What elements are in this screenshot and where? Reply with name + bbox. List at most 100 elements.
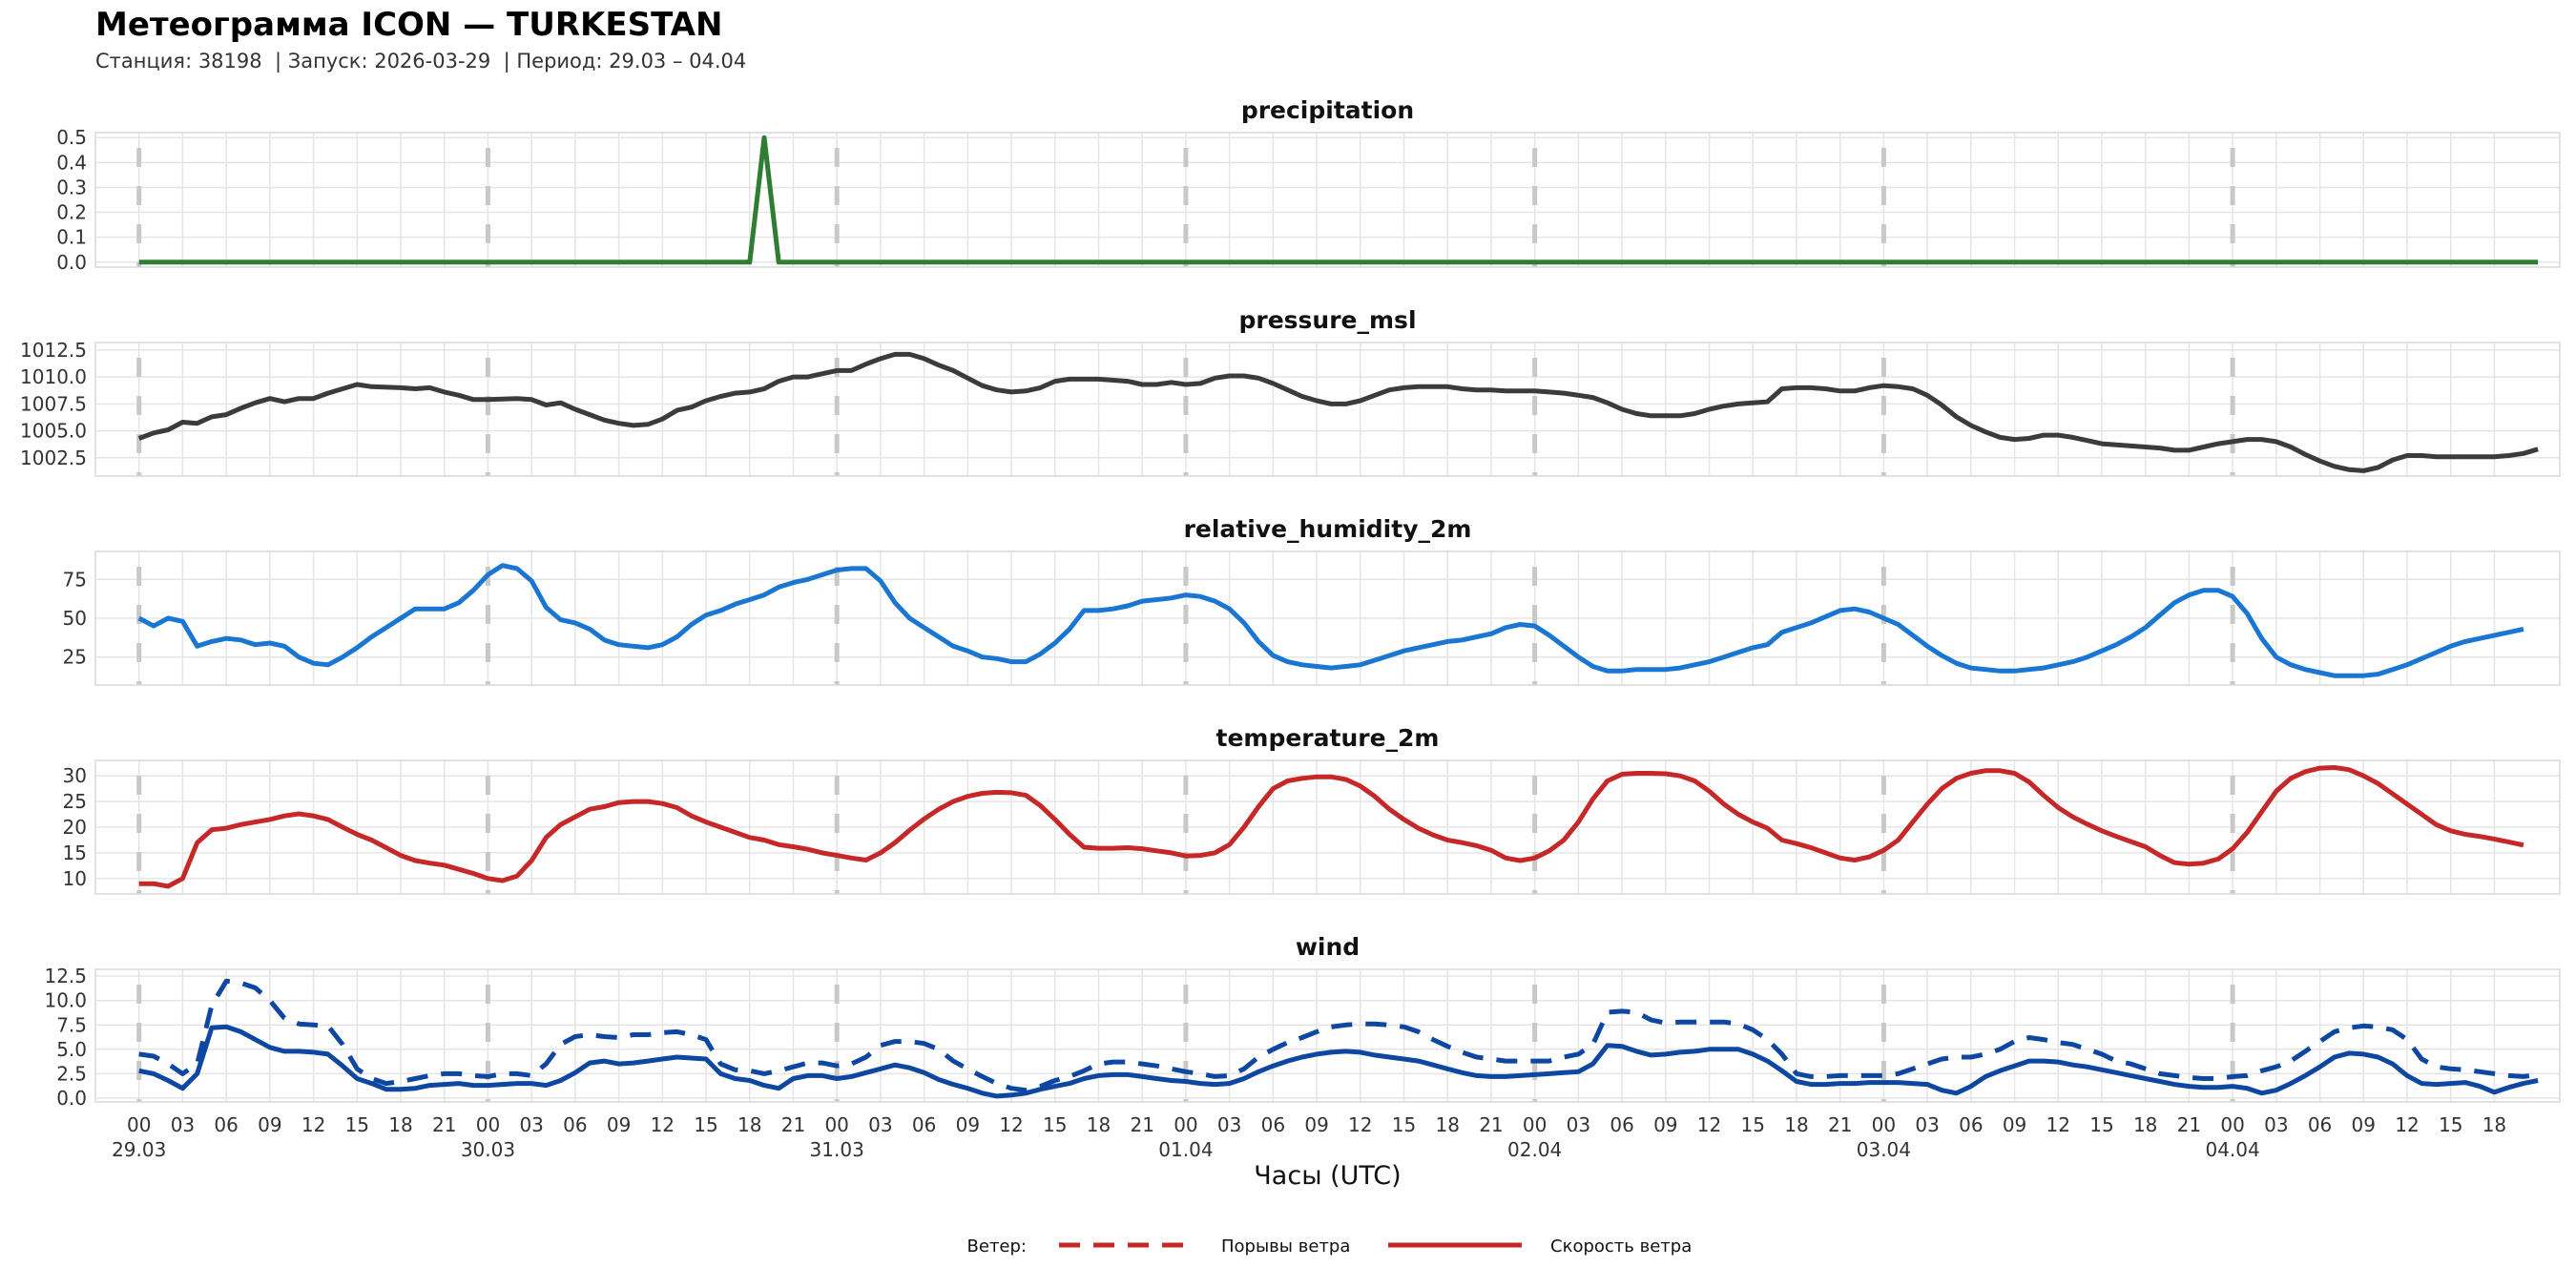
series-line-precipitation [138,135,2539,265]
y-tick-label: 25 [63,790,87,813]
x-tick-label: 12 [1348,1113,1372,1136]
y-tick-label: 10 [63,867,87,890]
panel-frame [94,342,2561,477]
y-tick-label: 25 [63,646,87,669]
y-tick-label: 20 [63,816,87,839]
chart-subtitle: Станция: 38198 | Запуск: 2026-03-29 | Пе… [95,50,746,73]
x-tick-label: 18 [1784,1113,1808,1136]
x-day-label: 31.03 [810,1138,864,1161]
x-tick-label: 12 [651,1113,675,1136]
panel-title-temperature-2m: temperature_2m [1216,724,1440,752]
y-tick-label: 0.3 [56,176,87,198]
x-tick-label: 15 [1741,1113,1765,1136]
y-tick-label: 1012.5 [20,339,87,362]
x-tick-label: 09 [2003,1113,2026,1136]
y-tick-label: 1007.5 [20,392,87,415]
x-tick-label: 06 [1261,1113,1285,1136]
x-tick-label: 21 [432,1113,456,1136]
x-day-label: 02.04 [1507,1138,1562,1161]
x-tick-label: 09 [956,1113,980,1136]
period-label: | Период: 29.03 – 04.04 [496,50,747,73]
x-tick-label: 18 [2133,1113,2157,1136]
panel-title-relative-humidity-2m: relative_humidity_2m [1184,515,1472,543]
x-tick-label: 06 [1959,1113,1983,1136]
y-tick-label: 1005.0 [20,420,87,443]
series-line-Скорость-ветра [138,1024,2539,1099]
x-tick-label: 06 [563,1113,587,1136]
x-tick-label: 00 [1174,1113,1197,1136]
x-tick-label: 03 [1567,1113,1590,1136]
x-tick-label: 03 [868,1113,892,1136]
x-tick-label: 12 [999,1113,1023,1136]
x-tick-label: 06 [214,1113,238,1136]
run-label: | Запуск: 2026-03-29 [268,50,497,73]
station-label: Станция: 38198 [95,50,269,73]
x-tick-label: 12 [1697,1113,1721,1136]
panel-title-wind: wind [1296,933,1360,961]
y-tick-label: 50 [63,607,87,630]
x-tick-label: 15 [2439,1113,2462,1136]
x-tick-label: 00 [1523,1113,1547,1136]
x-tick-label: 00 [1872,1113,1896,1136]
x-tick-label: 03 [171,1113,195,1136]
series-line-relative-humidity-2m [137,563,2524,678]
x-tick-label: 06 [912,1113,936,1136]
x-tick-label: 21 [781,1113,805,1136]
panel-title-pressure-msl: pressure_msl [1238,306,1416,334]
x-tick-label: 15 [1043,1113,1067,1136]
y-tick-label: 1002.5 [20,447,87,469]
x-tick-label: 09 [2352,1113,2376,1136]
x-day-label: 04.04 [2205,1138,2259,1161]
x-tick-label: 00 [476,1113,500,1136]
series-line-Порывы-ветра [138,978,2539,1093]
x-tick-label: 09 [1304,1113,1328,1136]
x-tick-label: 18 [737,1113,761,1136]
x-tick-label: 09 [607,1113,631,1136]
y-tick-label: 0.0 [56,251,87,274]
panel-frame [94,132,2561,268]
legend-title: Ветер: [967,1236,1027,1257]
x-tick-label: 03 [1217,1113,1241,1136]
x-tick-label: 15 [345,1113,369,1136]
x-tick-label: 15 [694,1113,717,1136]
x-tick-label: 00 [824,1113,848,1136]
x-tick-label: 00 [2220,1113,2244,1136]
x-day-label: 29.03 [112,1138,166,1161]
panel-frame [94,968,2561,1103]
y-tick-label: 1010.0 [20,365,87,388]
x-tick-label: 09 [258,1113,281,1136]
y-tick-label: 5.0 [56,1038,87,1061]
y-tick-label: 10.0 [44,989,87,1012]
x-tick-label: 12 [2395,1113,2419,1136]
x-day-label: 30.03 [461,1138,515,1161]
x-tick-label: 12 [2046,1113,2070,1136]
x-tick-label: 18 [2483,1113,2506,1136]
x-tick-label: 18 [1435,1113,1459,1136]
x-tick-label: 00 [127,1113,151,1136]
x-tick-label: 06 [1610,1113,1633,1136]
panel-frame [94,551,2561,686]
x-tick-label: 18 [388,1113,412,1136]
x-day-label: 01.04 [1158,1138,1213,1161]
x-tick-label: 21 [1130,1113,1153,1136]
y-tick-label: 75 [63,568,87,591]
panel-frame [94,759,2561,895]
x-tick-label: 15 [2089,1113,2113,1136]
y-tick-label: 0.5 [56,126,87,149]
y-tick-label: 7.5 [56,1013,87,1036]
x-tick-label: 06 [2308,1113,2332,1136]
y-tick-label: 12.5 [44,965,87,987]
x-tick-label: 21 [2177,1113,2201,1136]
x-tick-label: 12 [301,1113,325,1136]
x-tick-label: 21 [1828,1113,1852,1136]
series-line-pressure-msl [137,351,2539,473]
series-line-temperature-2m [138,765,2524,889]
y-tick-label: 30 [63,764,87,787]
y-tick-label: 0.2 [56,201,87,224]
x-tick-label: 15 [1392,1113,1416,1136]
x-tick-label: 18 [1087,1113,1111,1136]
x-tick-label: 21 [1479,1113,1503,1136]
x-tick-label: 09 [1653,1113,1677,1136]
x-tick-label: 03 [519,1113,543,1136]
